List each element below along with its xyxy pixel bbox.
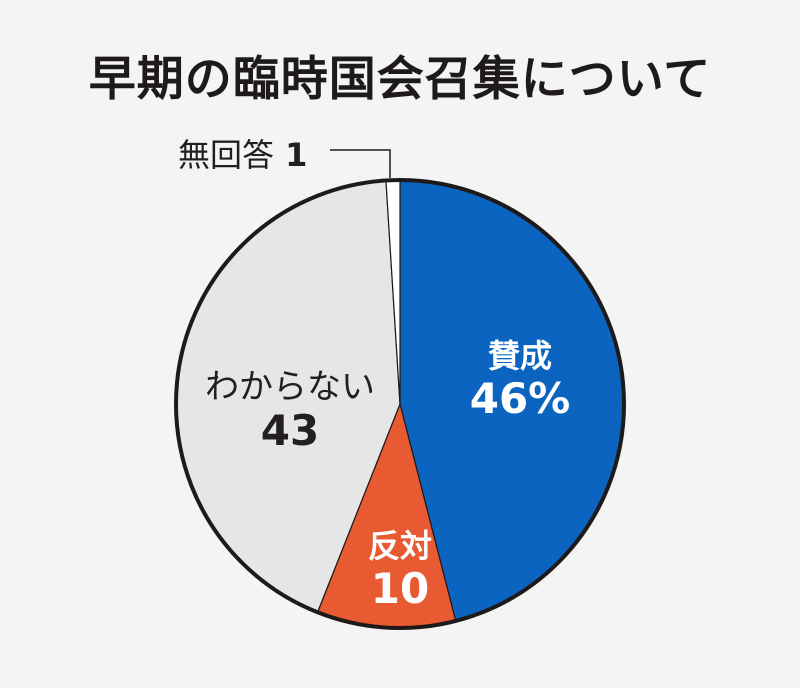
slice-label-dontknow: わからない 43 [170,367,410,456]
no-value: 10 [370,563,430,613]
dontknow-label: わからない [205,367,375,407]
chart-title: 早期の臨時国会召集について [88,52,712,107]
no-label: 反対 [367,527,432,565]
pie-outline [174,178,626,630]
slice-label-no: 反対 10 [330,528,470,613]
slice-label-noanswer: 無回答 1 [178,130,307,176]
slice-label-yes: 賛成 46% [440,338,600,423]
dontknow-value: 43 [260,406,320,456]
noanswer-value: 1 [285,136,308,174]
yes-value: 46% [469,373,571,423]
noanswer-label: 無回答 [178,136,275,174]
yes-label: 賛成 [487,337,552,375]
pie-slices [175,179,625,629]
noanswer-leader-line [330,149,391,178]
